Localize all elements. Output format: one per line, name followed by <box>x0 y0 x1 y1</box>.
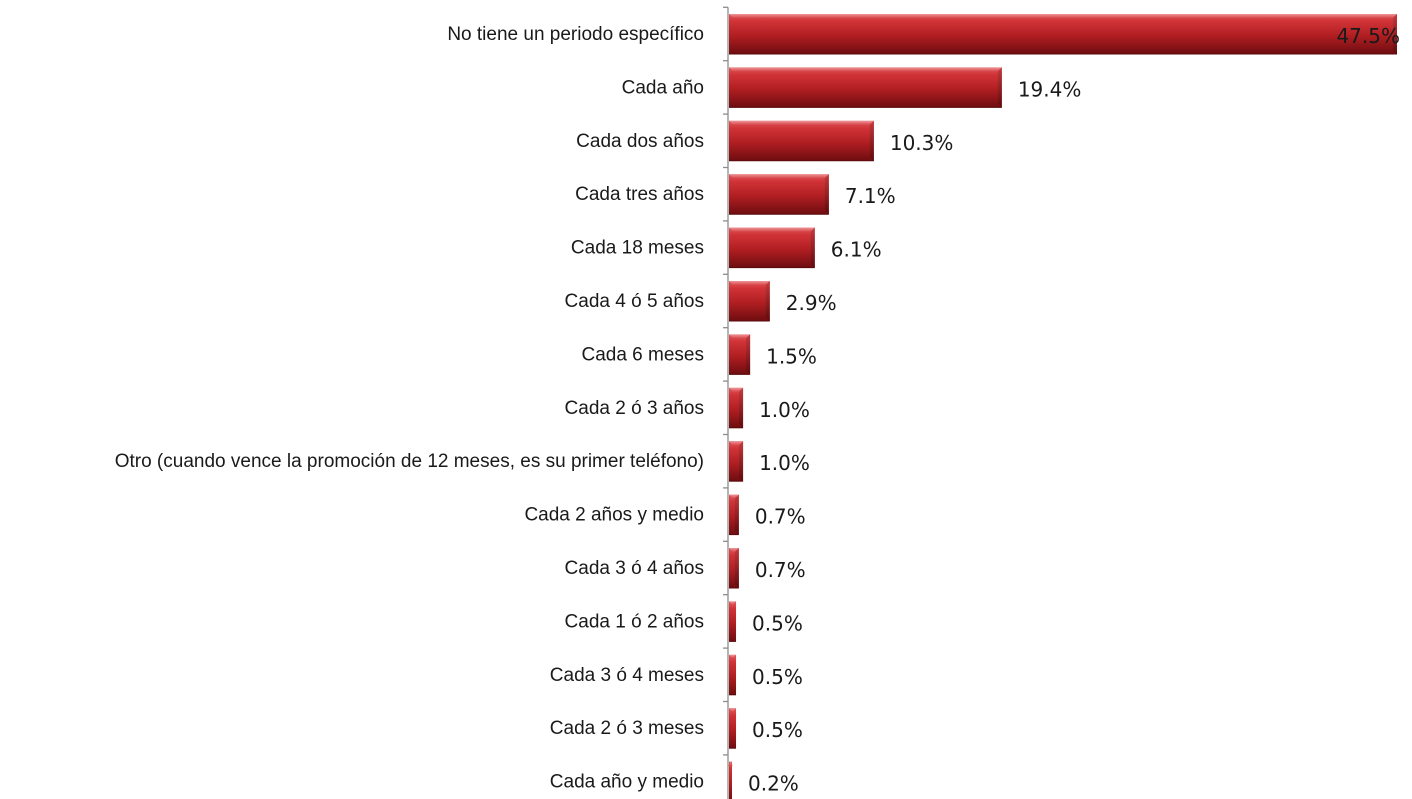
bar-face <box>729 601 737 642</box>
category-axis <box>723 6 729 799</box>
bar <box>729 708 737 749</box>
bar-bevel-top <box>729 120 874 125</box>
category-label: Cada 6 meses <box>581 344 704 365</box>
category-label: Cada 18 meses <box>571 238 704 259</box>
bar-bevel-top <box>729 601 737 606</box>
bar-bevel-end <box>734 494 739 535</box>
bar-bevel-top <box>729 227 815 232</box>
category-label: Cada tres años <box>575 184 704 205</box>
bar-face <box>729 281 770 321</box>
bar-face <box>729 14 1397 54</box>
value-label: 7.1% <box>845 184 896 208</box>
bar-bevel-end <box>739 387 744 428</box>
value-label: 1.0% <box>759 398 810 422</box>
category-label: No tiene un periodo específico <box>447 24 704 45</box>
category-label: Cada 3 ó 4 años <box>565 558 704 579</box>
bar <box>728 761 733 799</box>
value-label: 0.7% <box>755 505 806 529</box>
category-labels: No tiene un periodo específico Cada año Ca… <box>115 24 704 793</box>
bar <box>729 67 1002 108</box>
bar <box>729 14 1397 55</box>
value-labels: 47.5% 19.4% 10.3% 7.1% 6.1% 2.9% 1.5% 1.0% 1.0% 0… <box>748 24 1400 796</box>
bar-bevel-end <box>739 441 744 482</box>
bar-bevel-top <box>729 281 770 285</box>
value-label: 6.1% <box>831 238 882 262</box>
bar <box>729 548 739 589</box>
bar <box>729 120 874 162</box>
category-label: Cada 2 ó 3 años <box>565 398 704 419</box>
value-label: 0.5% <box>752 718 803 742</box>
bars <box>728 14 1397 799</box>
bar-bevel-top <box>729 334 751 339</box>
bar-bevel-end <box>810 227 815 268</box>
bar-bevel-end <box>765 281 770 321</box>
bar-face <box>729 67 1002 108</box>
bar-face <box>729 548 739 588</box>
bar <box>729 334 751 375</box>
value-label: 10.3% <box>890 131 954 155</box>
bar-bevel-top <box>729 708 737 713</box>
category-label: Cada 4 ó 5 años <box>565 291 704 312</box>
bar-bevel-top <box>729 67 1002 72</box>
category-label: Cada 3 ó 4 meses <box>550 665 704 686</box>
bar-face <box>729 227 815 268</box>
bar-bevel-top <box>729 654 737 659</box>
bar <box>729 227 815 269</box>
value-label: 1.5% <box>766 344 817 368</box>
value-label: 0.5% <box>752 611 803 635</box>
bar-face <box>729 120 874 161</box>
bar-bevel-top <box>729 174 829 179</box>
bar <box>729 441 744 482</box>
bar <box>729 494 739 536</box>
bar-bevel-end <box>869 120 874 161</box>
bar-face <box>729 761 732 799</box>
bar <box>729 601 737 642</box>
category-label: Cada año y medio <box>550 772 704 793</box>
value-label: 2.9% <box>786 291 837 315</box>
value-label: 19.4% <box>1018 77 1082 101</box>
bar <box>729 174 829 215</box>
bar-bevel-end <box>1393 14 1397 54</box>
value-label: 47.5% <box>1336 24 1400 48</box>
bar-bevel-end <box>997 67 1002 108</box>
bar-face <box>729 174 829 215</box>
bar <box>729 654 737 696</box>
bar-bevel-end <box>734 548 739 588</box>
bar <box>729 387 744 429</box>
category-label: Cada año <box>622 77 704 98</box>
category-label: Cada dos años <box>576 131 704 152</box>
bar-bevel-top <box>729 494 739 499</box>
bar-face <box>729 654 737 695</box>
bar-bevel-top <box>729 441 744 446</box>
category-label: Cada 1 ó 2 años <box>565 611 704 632</box>
value-label: 0.5% <box>752 665 803 689</box>
category-label: Cada 2 años y medio <box>524 505 704 526</box>
bar-bevel-top <box>728 761 733 766</box>
value-label: 0.7% <box>755 558 806 582</box>
category-label: Otro (cuando vence la promoción de 12 me… <box>115 451 704 472</box>
bar-face <box>729 334 751 375</box>
bar-bevel-top <box>729 14 1397 18</box>
bar-bevel-top <box>729 548 739 552</box>
bar-bevel-end <box>746 334 751 375</box>
value-label: 0.2% <box>748 772 799 796</box>
bar-bevel-top <box>729 387 744 392</box>
bar-face <box>729 494 739 535</box>
value-label: 1.0% <box>759 451 810 475</box>
bar <box>729 281 770 322</box>
bar-face <box>729 708 737 749</box>
category-label: Cada 2 ó 3 meses <box>550 718 704 739</box>
bar-bevel-end <box>824 174 829 215</box>
